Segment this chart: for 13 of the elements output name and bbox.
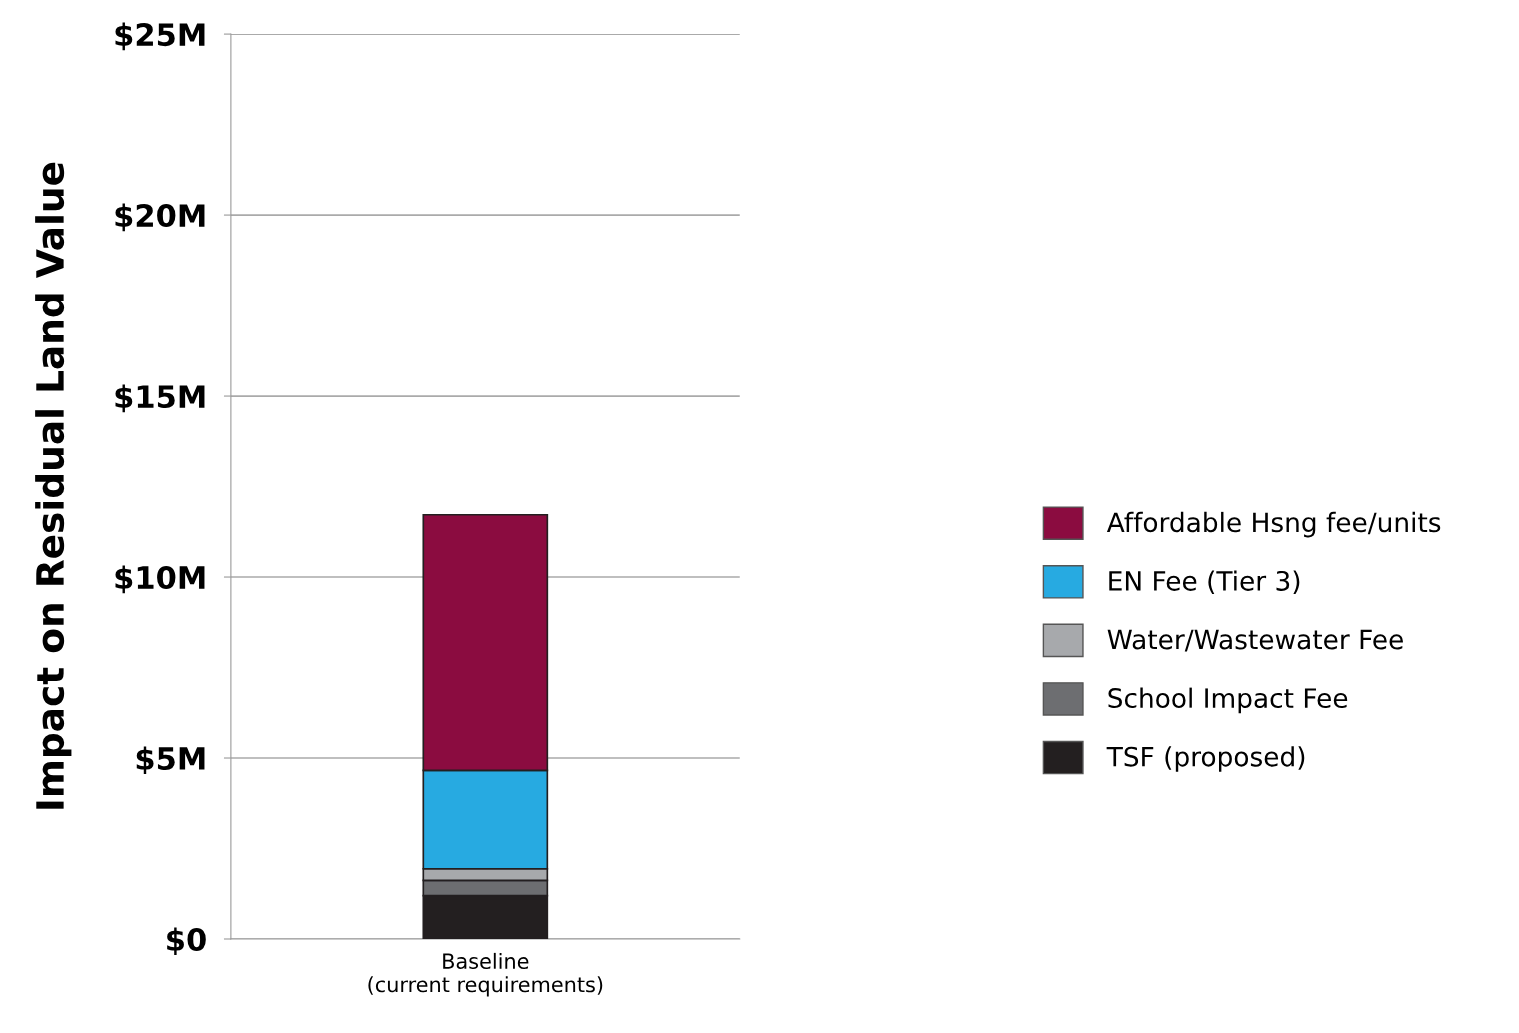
y-axis-title: Impact on Residual Land Value — [35, 162, 72, 809]
legend-label: School Impact Fee — [1108, 687, 1348, 714]
y-tick-label: $5M — [136, 746, 205, 775]
y-tick-label: $0 — [167, 927, 206, 956]
y-tick-label: $25M — [115, 22, 205, 51]
legend-label: Water/Wastewater Fee — [1107, 629, 1403, 652]
x-tick-label: Baseline (current requirements) — [368, 952, 603, 997]
legend-label: TSF (proposed) — [1106, 746, 1305, 772]
y-tick-label: $20M — [115, 203, 205, 232]
y-tick-label: $15M — [115, 384, 205, 413]
legend-label: EN Fee (Tier 3) — [1109, 570, 1300, 594]
legend-label: Affordable Hsng fee/units — [1106, 511, 1441, 538]
y-tick-label: $10M — [115, 565, 205, 594]
